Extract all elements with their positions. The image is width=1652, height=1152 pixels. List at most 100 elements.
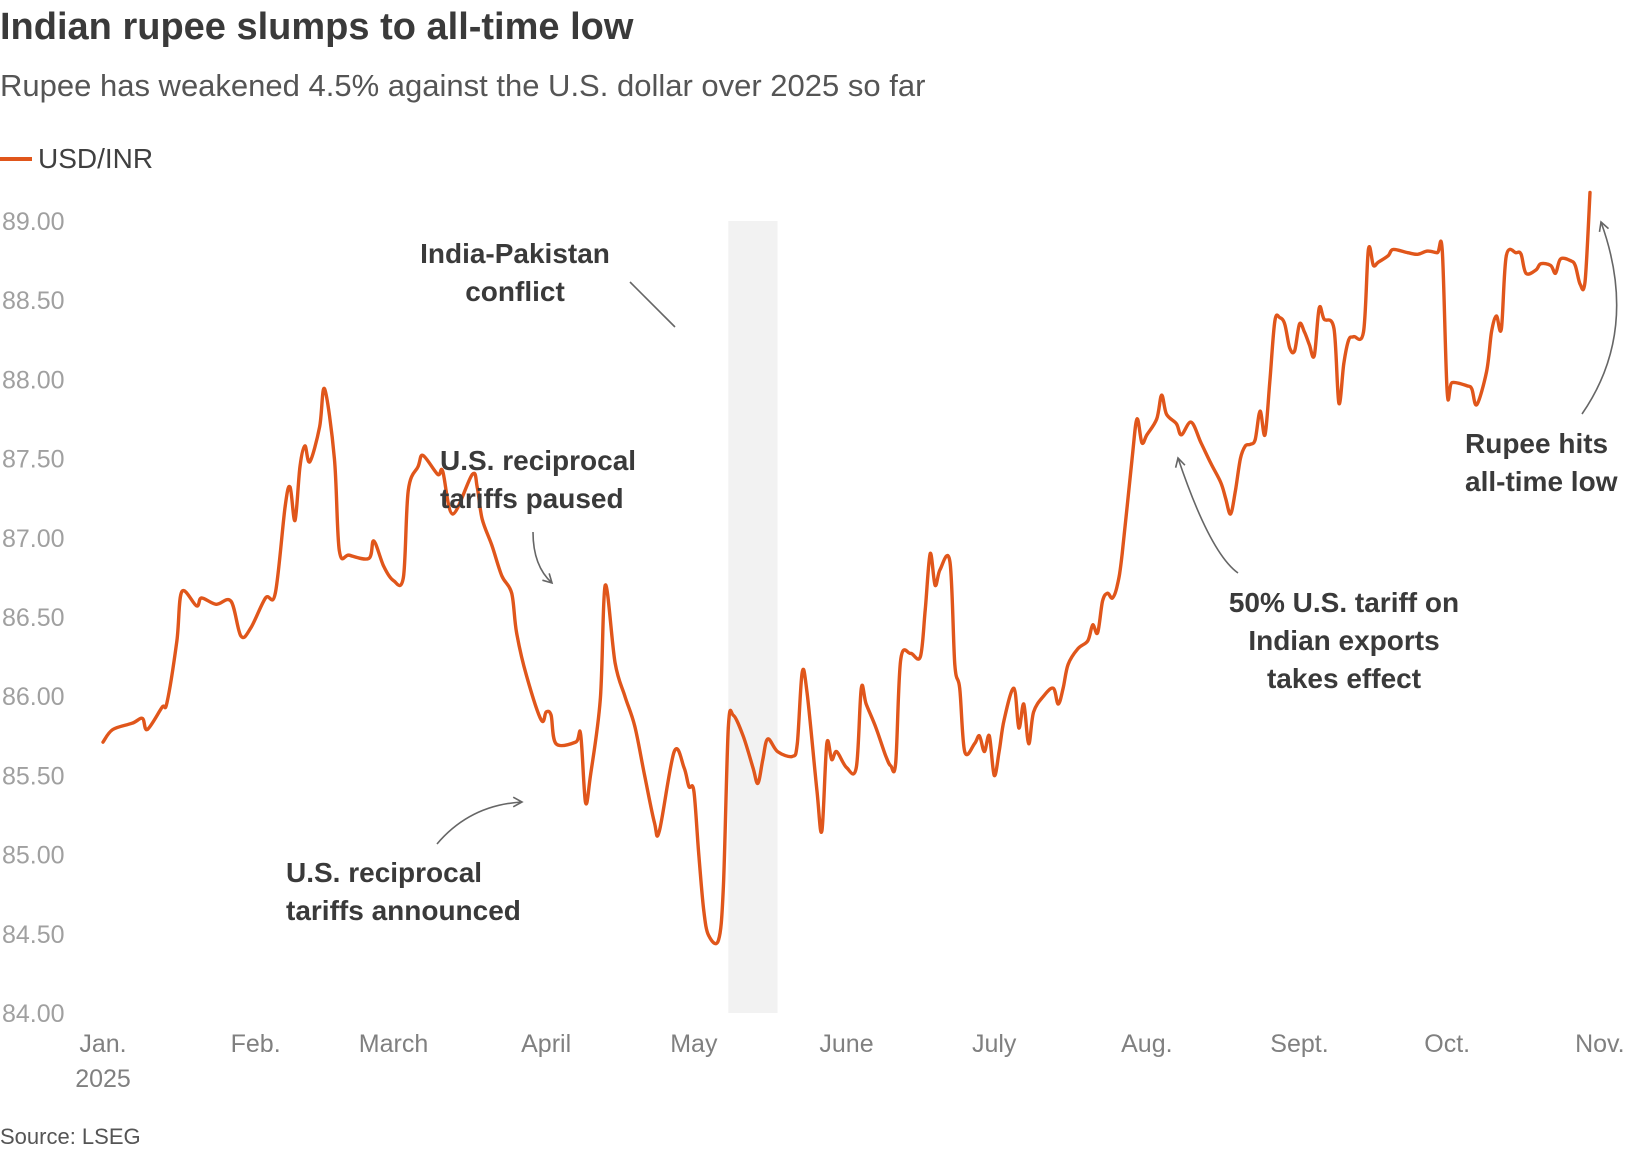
y-axis-ticks: 89.00 88.50 88.00 87.50 87.00 86.50 86.00 85.50…: [2, 208, 65, 1028]
data-point: [574, 740, 578, 744]
data-point: [165, 701, 169, 704]
x-tick-label: Aug.: [1121, 1030, 1172, 1058]
data-point: [1386, 254, 1390, 258]
data-point: [510, 591, 514, 595]
data-point: [101, 740, 105, 744]
data-point: [884, 755, 888, 758]
data-point: [1578, 283, 1582, 286]
data-point: [623, 694, 627, 698]
data-point: [1253, 438, 1257, 441]
data-point: [1588, 191, 1592, 194]
data-point: [776, 750, 779, 753]
data-point: [1332, 327, 1336, 331]
annotation-layer: India-Pakistan conflict U.S. reciprocal tar…: [286, 220, 1618, 926]
data-point: [451, 512, 454, 516]
line-chart: 89.00 88.50 88.00 87.50 87.00 86.50 86.00 85.50…: [2, 190, 1625, 1093]
data-point: [1539, 262, 1543, 266]
data-point: [475, 485, 479, 489]
data-point: [1362, 330, 1365, 334]
data-point: [1160, 393, 1163, 397]
data-point: [864, 702, 868, 706]
data-point: [1165, 412, 1168, 416]
data-point: [288, 485, 292, 489]
data-point: [490, 544, 494, 548]
data-point: [874, 726, 878, 730]
data-point: [549, 713, 553, 717]
data-point: [692, 789, 696, 793]
data-point: [141, 717, 144, 720]
data-point: [303, 444, 307, 448]
data-point: [1263, 433, 1267, 437]
data-point: [195, 604, 199, 608]
y-tick-label: 87.50: [2, 446, 65, 474]
data-point: [1440, 249, 1444, 253]
data-point: [372, 539, 376, 543]
data-point: [1445, 390, 1449, 394]
data-point: [795, 742, 799, 746]
data-point: [1056, 702, 1060, 706]
data-point: [741, 734, 745, 738]
data-point: [1155, 417, 1159, 421]
data-point: [293, 519, 297, 522]
data-point: [1367, 248, 1370, 251]
y-tick-label: 88.50: [2, 287, 65, 315]
data-point: [382, 564, 386, 568]
data-point: [1017, 726, 1021, 730]
data-point: [643, 774, 646, 777]
data-point: [933, 583, 937, 587]
source-note: Source: LSEG: [0, 1124, 141, 1149]
data-point: [1283, 322, 1287, 326]
data-point: [963, 750, 967, 753]
data-point: [367, 557, 371, 560]
data-point: [613, 661, 617, 665]
data-point: [992, 774, 996, 777]
data-point: [1140, 441, 1144, 445]
data-point: [421, 454, 425, 457]
data-point: [845, 766, 848, 769]
data-point: [584, 800, 587, 804]
annotation-arrow-paused-head: [542, 573, 554, 585]
y-tick-label: 84.50: [2, 921, 65, 949]
data-point: [894, 761, 898, 765]
data-point: [653, 821, 656, 825]
data-point: [1298, 322, 1301, 326]
data-point: [722, 884, 725, 888]
data-point: [973, 742, 976, 746]
data-point: [751, 766, 755, 769]
data-point: [1519, 252, 1523, 256]
data-point: [180, 590, 184, 594]
data-point: [958, 686, 962, 690]
data-point: [1288, 346, 1291, 350]
data-point: [273, 591, 277, 595]
data-point: [239, 634, 243, 638]
data-point: [1224, 496, 1227, 500]
data-point: [1426, 249, 1429, 253]
shade-layer: [728, 221, 778, 1013]
data-point: [1243, 444, 1247, 448]
legend: USD/INR: [0, 142, 153, 176]
annotation-tariffs-paused: U.S. reciprocal tariffs paused: [440, 445, 636, 514]
data-point: [1219, 481, 1223, 484]
data-point: [672, 750, 676, 753]
data-point: [402, 576, 405, 579]
data-point: [131, 721, 134, 725]
data-point: [1416, 252, 1420, 256]
data-point: [1342, 362, 1346, 365]
data-point: [854, 766, 858, 769]
data-point: [1490, 330, 1493, 334]
data-point: [1042, 694, 1045, 698]
annotation-50pct-tariff: 50% U.S. tariff on Indian exports takes ef…: [1229, 587, 1459, 694]
data-point: [1135, 417, 1139, 421]
data-point: [820, 829, 824, 833]
x-tick-label: Sept.: [1270, 1030, 1328, 1058]
data-point: [1248, 442, 1252, 446]
chart-subtitle: Rupee has weakened 4.5% against the U.S.…: [0, 68, 926, 103]
data-point: [1175, 422, 1178, 426]
data-point: [1189, 420, 1193, 424]
y-tick-label: 87.00: [2, 525, 65, 553]
data-point: [200, 596, 203, 600]
y-tick-label: 89.00: [2, 208, 65, 236]
data-point: [1322, 317, 1326, 321]
data-point: [859, 686, 863, 690]
annotation-all-time-low: Rupee hits all-time low: [1465, 428, 1618, 497]
